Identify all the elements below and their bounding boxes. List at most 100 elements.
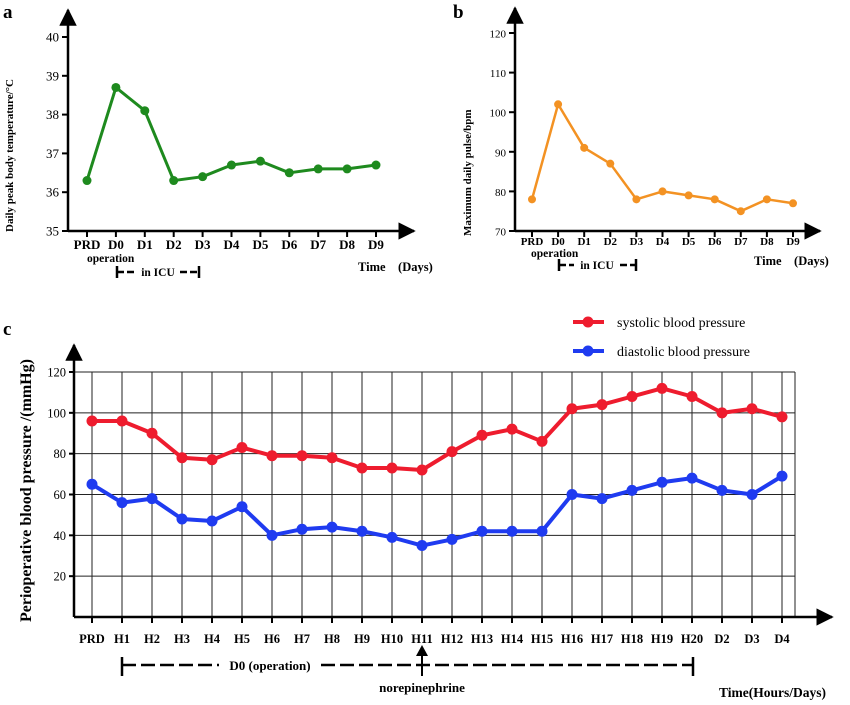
chart-c-y-tick-label: 120 — [47, 366, 66, 380]
chart-a-x-tick-label: D8 — [339, 237, 355, 252]
chart-b-x-tick-label: D1 — [577, 236, 590, 248]
chart-a-series-0-point — [255, 156, 265, 166]
chart-c: 20 40 60 80 100 120 PRD H1 H2 H3 H4 H5 H6 H7 H8 H9 H10 H1… — [18, 316, 834, 700]
chart-c-series-0-point — [296, 450, 308, 462]
chart-b-x-tick-label: D7 — [734, 236, 748, 248]
chart-c-y-tick-label: 100 — [47, 406, 66, 420]
chart-c-series-1-point — [236, 501, 248, 513]
chart-c-y-tick-label: 20 — [54, 570, 67, 584]
panel-label-a: a — [3, 2, 13, 23]
chart-a-series-0-point — [82, 176, 92, 186]
chart-c-x-label: Time(Hours/Days) — [719, 685, 826, 700]
chart-a-icu-bracket — [115, 266, 201, 278]
chart-c-series-1-point — [506, 525, 518, 537]
chart-b-x-tick-label: D2 — [604, 236, 618, 248]
chart-c-series-0-point — [506, 423, 518, 435]
chart-a-x-tick-label: D4 — [224, 237, 240, 252]
chart-c-x-tick-label: H8 — [324, 632, 340, 646]
chart-a-y-label: Daily peak body temperature/°C — [4, 79, 16, 232]
chart-c-series-1-point — [446, 533, 458, 545]
legend-systolic-label: systolic blood pressure — [617, 316, 745, 331]
chart-a-series-0-point — [227, 160, 236, 170]
chart-c-x-tick-label: H14 — [501, 632, 524, 646]
chart-c-x-tick-label: H12 — [441, 632, 463, 646]
chart-c-series-0-point — [566, 403, 578, 415]
chart-b-series-0-point — [736, 207, 745, 216]
chart-b-series-0-point — [658, 187, 667, 196]
chart-c-series-0-point — [266, 450, 278, 462]
chart-c-series-1-point — [776, 470, 788, 482]
chart-a-series-0-point — [342, 164, 352, 174]
chart-c-y-tick-label: 80 — [54, 447, 67, 461]
legend-systolic-marker — [582, 316, 594, 328]
chart-c-x-tick-label: H13 — [471, 632, 493, 646]
chart-a-y-tick-label: 39 — [46, 68, 59, 83]
chart-c-x-tick-label: H11 — [411, 632, 433, 646]
chart-a-y-tick-label: 36 — [46, 185, 60, 200]
chart-c-operation-label: D0 (operation) — [229, 658, 310, 673]
chart-b-y-tick-label: 70 — [495, 227, 507, 239]
chart-c-series-0-point — [536, 435, 548, 447]
chart-b-x-tick-label: D0 — [551, 236, 565, 248]
chart-c-y-tick-label: 60 — [54, 488, 67, 502]
chart-a-x-label: Time (Days) — [358, 260, 433, 274]
chart-c-series-0-point — [326, 452, 338, 464]
chart-b: 70 80 90 100 110 120 PRD D0 D1 D2 D3 D4 D5 D6 D7 D8 D9 M… — [462, 6, 829, 272]
norepinephrine-arrow — [416, 645, 428, 676]
chart-c-series-1-point — [476, 525, 488, 537]
chart-c-x-tick-label: D3 — [744, 632, 759, 646]
chart-c-series-0-point — [476, 429, 488, 441]
chart-a-x-tick-label: D5 — [252, 237, 268, 252]
legend-diastolic-marker — [582, 345, 594, 357]
chart-c-series-1-point — [686, 472, 698, 484]
chart-c-series-0-point — [746, 403, 758, 415]
chart-a-x-tick-label: D1 — [137, 237, 153, 252]
chart-c-norepinephrine-label: norepinephrine — [379, 680, 465, 695]
chart-c-y-tick-label: 40 — [54, 529, 67, 543]
chart-c-series-0-point — [236, 442, 248, 454]
chart-b-y-tick-label: 120 — [490, 29, 507, 41]
chart-c-series-0-point — [446, 446, 458, 458]
chart-c-series-1-point — [176, 513, 188, 525]
chart-b-y-tick-label: 110 — [490, 68, 507, 80]
chart-c-series-0-point — [356, 462, 368, 474]
chart-a-icu-label: in ICU — [141, 267, 175, 279]
chart-b-y-tick-label: 80 — [495, 187, 507, 199]
chart-a-x-tick-label: D7 — [310, 237, 326, 252]
chart-c-x-tick-label: H19 — [651, 632, 673, 646]
chart-a-x-tick-label: D6 — [281, 237, 297, 252]
chart-b-icu-bracket — [557, 259, 638, 271]
chart-c-x-tick-label: D2 — [714, 632, 729, 646]
chart-c-series-1-point — [416, 540, 428, 552]
chart-c-x-tick-label: H5 — [234, 632, 250, 646]
chart-a-series-0-point — [371, 160, 381, 170]
chart-a-x-tick-label: D0 — [108, 237, 124, 252]
chart-a-series-0-point — [313, 164, 323, 174]
chart-a-y-tick-label: 40 — [46, 30, 59, 45]
chart-b-series-0-point — [684, 191, 693, 200]
chart-c-series-1-point — [626, 484, 638, 496]
legend-diastolic-label: diastolic blood pressure — [617, 345, 750, 360]
chart-a-y-tick-label: 35 — [46, 224, 59, 239]
chart-c-x-tick-label: H9 — [354, 632, 370, 646]
chart-b-x-tick-label: D3 — [630, 236, 644, 248]
chart-c-x-tick-label: H4 — [204, 632, 221, 646]
chart-a-operation-label: operation — [87, 253, 135, 265]
chart-c-series-1-point — [656, 476, 668, 488]
chart-a-series-0-point — [140, 106, 150, 116]
chart-c-series-1-point — [716, 484, 728, 496]
chart-b-icu-label: in ICU — [580, 260, 614, 272]
chart-b-series-0-point — [606, 159, 615, 168]
chart-c-series-1-point — [536, 525, 548, 537]
chart-c-x-tick-label: H1 — [114, 632, 130, 646]
chart-b-series-0-point — [554, 100, 563, 109]
chart-c-series-1-point — [356, 525, 368, 537]
chart-a-series-0-point — [169, 176, 179, 186]
chart-b-y-tick-label: 90 — [495, 147, 507, 159]
chart-c-series-0-point — [596, 399, 608, 411]
chart-c-series-1-point — [596, 493, 608, 505]
chart-a-series-0-point — [284, 168, 294, 178]
chart-c-series-1-point — [326, 521, 338, 533]
chart-b-x-label: Time (Days) — [754, 254, 829, 268]
chart-a-x-tick-label: D9 — [368, 237, 384, 252]
